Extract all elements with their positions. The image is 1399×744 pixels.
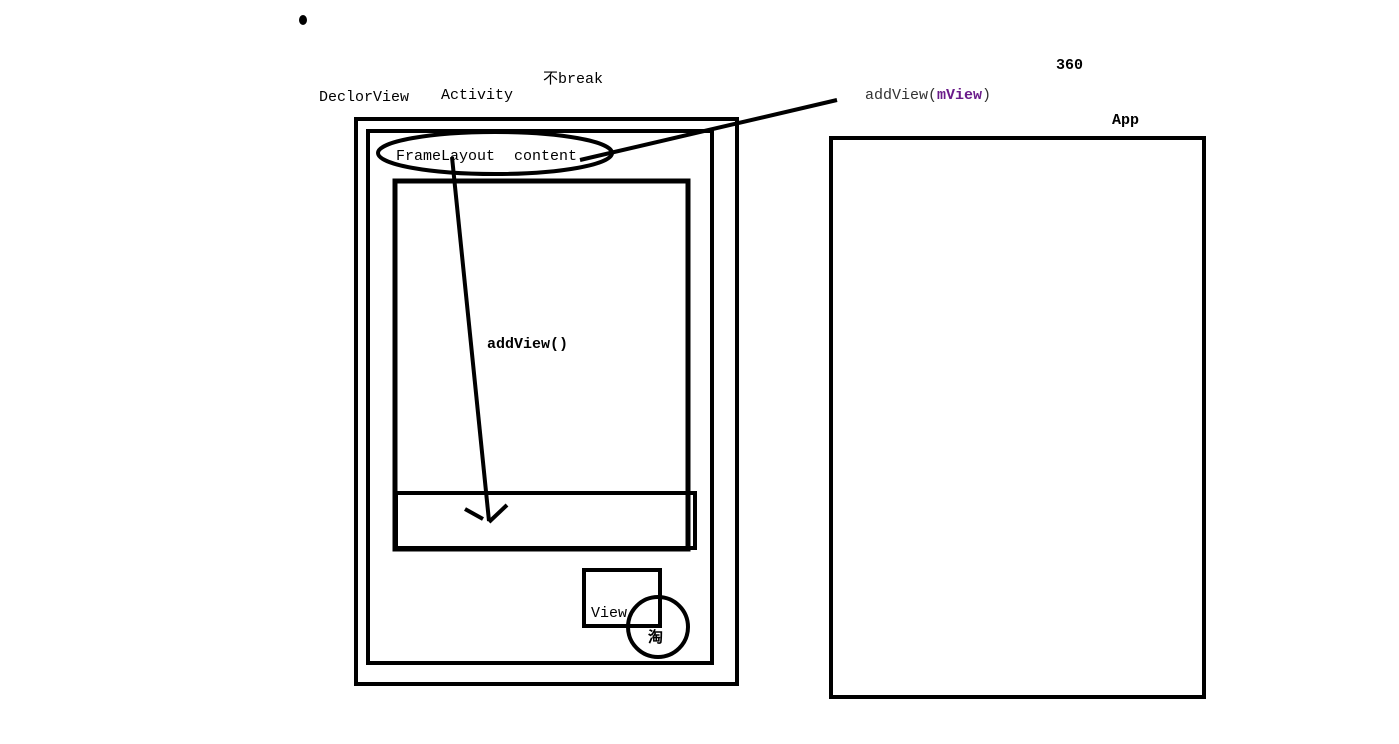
label-addview-prefix: addView( [865, 87, 937, 104]
label-tao: 淘 [647, 628, 663, 646]
label-app: App [1112, 112, 1139, 129]
connector-line [579, 98, 838, 162]
label-content: content [514, 148, 577, 165]
app-frame [829, 136, 1206, 699]
label-addview-inner: addView() [487, 336, 568, 353]
addview-arrow-head [487, 503, 509, 524]
added-view-strip [394, 491, 697, 550]
label-activity: Activity [441, 87, 513, 104]
label-addview-mview: addView(mView) [865, 87, 991, 104]
label-no-break-word: break [558, 71, 603, 88]
label-no-break: 不break [543, 69, 603, 88]
taobao-float-circle [626, 595, 690, 659]
label-addview-suffix: ) [982, 87, 991, 104]
ink-dot [299, 15, 307, 25]
label-view: View [591, 605, 627, 622]
addview-arrow-shaft [450, 156, 491, 522]
label-addview-arg: mView [937, 87, 982, 104]
label-framelayout: FrameLayout [396, 148, 495, 165]
label-no-break-prefix: 不 [543, 69, 558, 87]
decorview-frame [354, 117, 739, 686]
label-360: 360 [1056, 57, 1083, 74]
label-decorview: DeclorView [319, 89, 409, 106]
activity-frame [366, 129, 714, 665]
addview-arrow-tick [464, 507, 484, 521]
